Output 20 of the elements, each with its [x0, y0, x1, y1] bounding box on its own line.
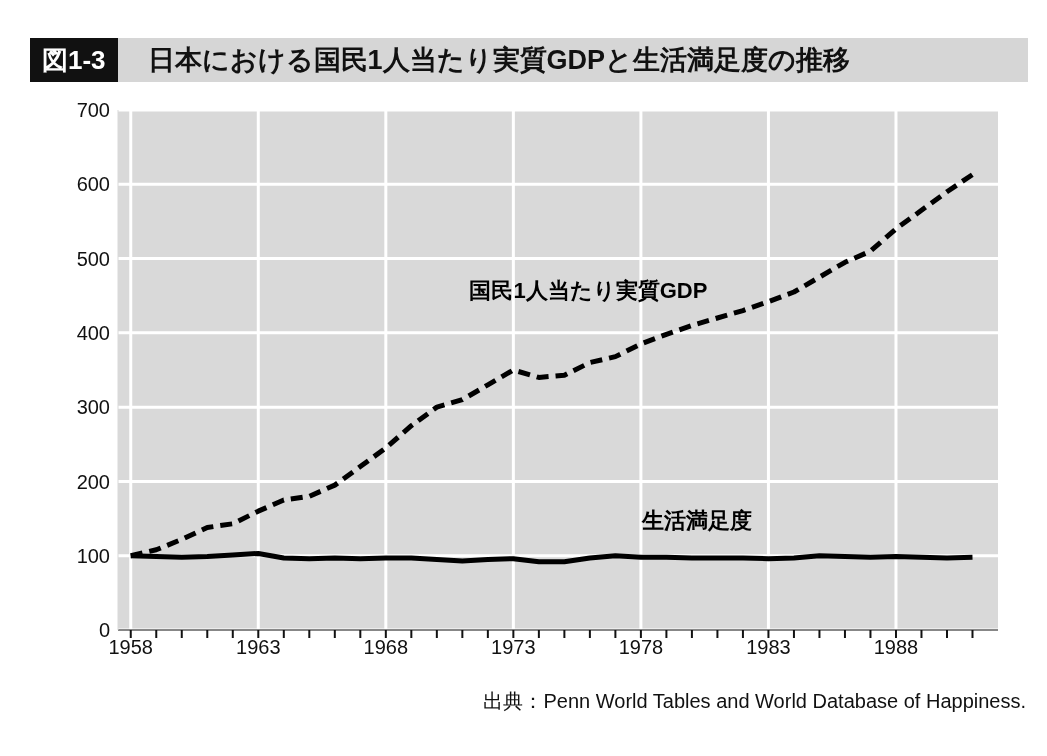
y-tick-label: 500 [76, 247, 110, 270]
x-tick-label: 1968 [363, 636, 409, 659]
y-tick-label: 700 [76, 99, 110, 122]
x-tick-label: 1983 [746, 636, 791, 659]
y-tick-label: 100 [76, 544, 110, 567]
chart-title: 日本における国民1人当たり実質GDPと生活満足度の推移 [147, 44, 851, 77]
y-tick-label: 600 [76, 173, 110, 196]
x-tick-label: 1978 [618, 636, 664, 659]
y-tick-label: 300 [76, 396, 110, 419]
series-label: 国民1人当たり実質GDP [469, 278, 708, 303]
x-tick-label: 1963 [236, 636, 281, 659]
y-tick-label: 200 [76, 470, 110, 493]
y-tick-label: 0 [98, 619, 110, 642]
series-label: 生活満足度 [641, 507, 753, 533]
source-note: 出典：Penn World Tables and World Database of Happiness. [483, 689, 1026, 714]
x-tick-label: 1958 [108, 636, 153, 659]
x-tick-label: 1973 [491, 636, 536, 659]
chart-subtitle: 図1-3 [30, 38, 118, 82]
y-tick-label: 400 [76, 321, 110, 344]
x-tick-label: 1988 [873, 636, 919, 659]
